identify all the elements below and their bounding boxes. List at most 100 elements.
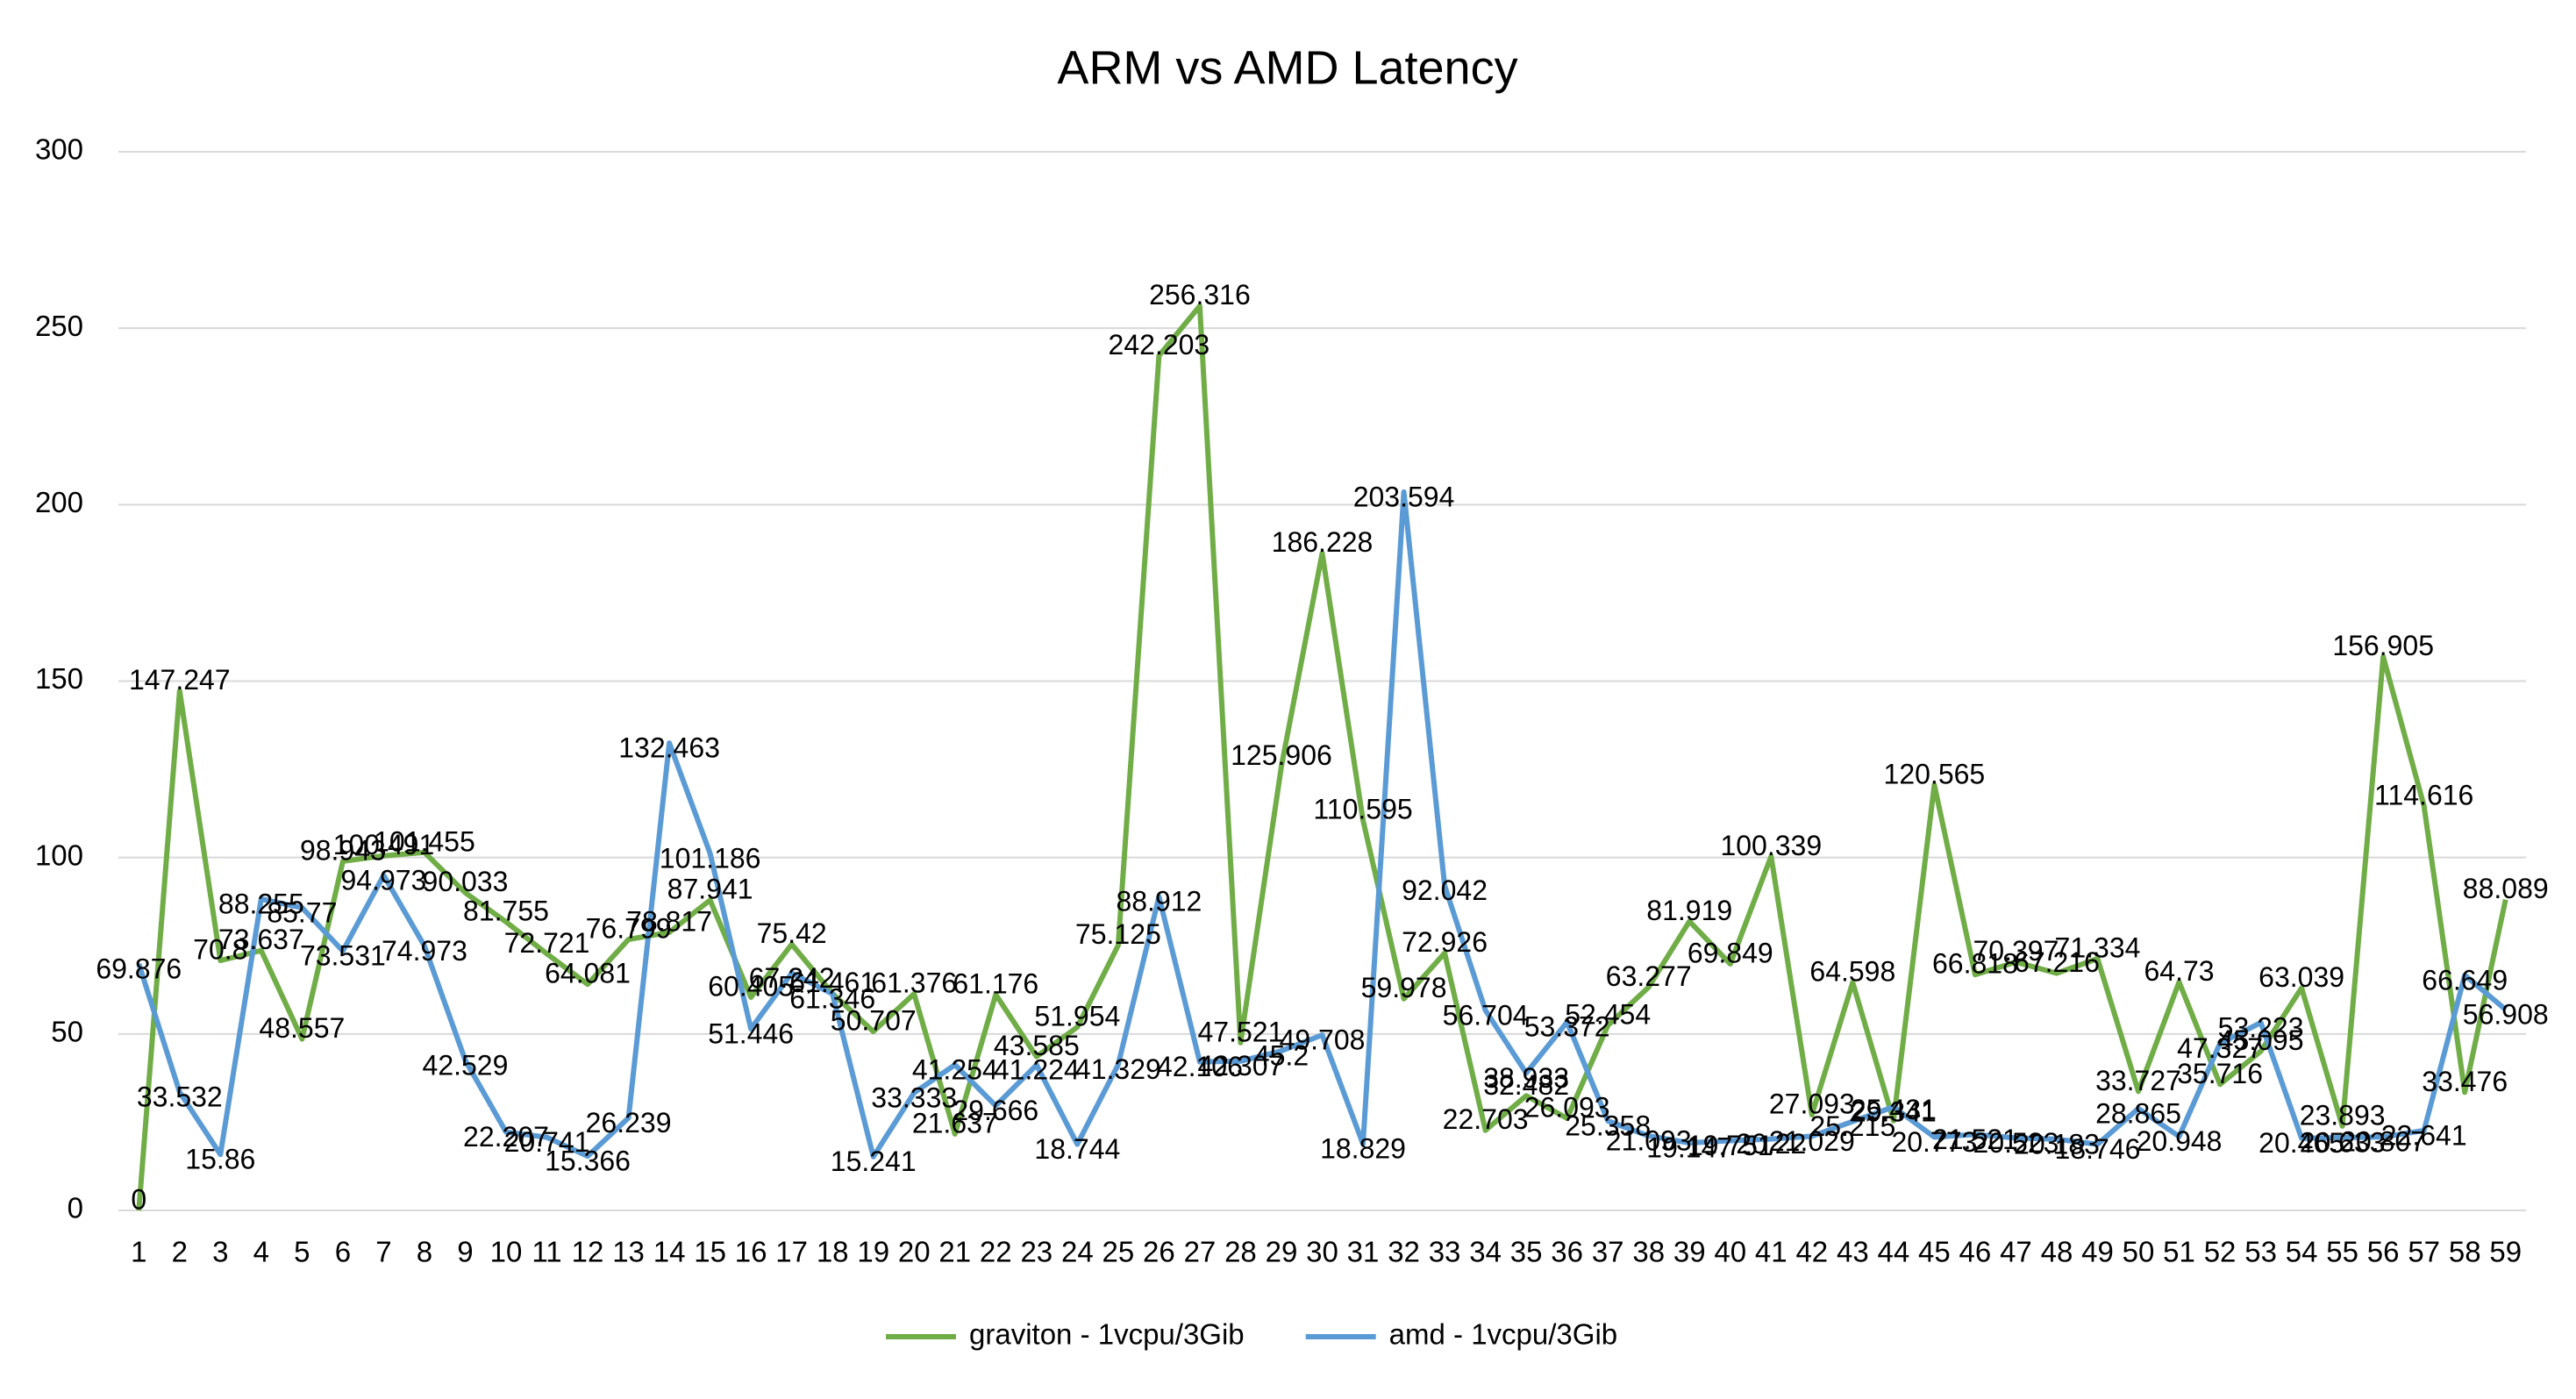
y-tick-label: 300 (35, 133, 83, 166)
data-label: 87.941 (667, 874, 753, 905)
x-tick-label: 41 (1755, 1236, 1788, 1268)
x-tick-label: 48 (2041, 1236, 2073, 1268)
x-tick-label: 34 (1469, 1236, 1502, 1268)
data-label: 50.707 (831, 1004, 917, 1036)
x-tick-label: 18 (817, 1236, 849, 1268)
x-tick-label: 22 (980, 1236, 1012, 1268)
x-tick-label: 26 (1143, 1236, 1175, 1268)
x-tick-label: 8 (417, 1236, 432, 1268)
data-label: 20.807 (2340, 1126, 2426, 1158)
x-tick-label: 36 (1551, 1236, 1583, 1268)
data-label: 51.446 (708, 1017, 794, 1049)
data-label: 59.978 (1361, 972, 1447, 1003)
data-label: 64.081 (545, 958, 631, 989)
x-tick-label: 4 (253, 1236, 269, 1268)
data-label: 38.933 (1483, 1062, 1569, 1094)
data-label: 186.228 (1272, 526, 1374, 558)
data-label: 114.616 (2374, 779, 2473, 810)
data-label: 56.908 (2463, 998, 2549, 1030)
data-label: 45.2 (1254, 1040, 1309, 1072)
x-tick-label: 20 (898, 1236, 931, 1268)
x-tick-label: 56 (2367, 1236, 2400, 1268)
x-tick-label: 51 (2163, 1236, 2195, 1268)
x-tick-label: 50 (2123, 1236, 2155, 1268)
y-tick-label: 0 (68, 1192, 83, 1224)
x-tick-label: 52 (2204, 1236, 2237, 1268)
x-tick-label: 31 (1347, 1236, 1380, 1268)
data-label: 81.755 (463, 896, 549, 927)
x-tick-label: 25 (1102, 1236, 1135, 1268)
data-label: 101.455 (374, 825, 475, 857)
data-label: 64.598 (1809, 956, 1895, 988)
data-label: 76.799 (586, 912, 672, 944)
data-label: 20.741 (504, 1126, 590, 1158)
x-tick-label: 24 (1061, 1236, 1094, 1268)
data-label: 78.817 (626, 905, 712, 937)
data-label: 15.366 (545, 1146, 631, 1177)
data-label: 33.333 (871, 1081, 957, 1113)
data-label: 15.241 (831, 1146, 917, 1177)
x-tick-label: 6 (335, 1236, 351, 1268)
data-label: 22.641 (2381, 1119, 2467, 1151)
x-tick-label: 44 (1877, 1236, 1909, 1268)
data-label: 42.106 (1157, 1051, 1243, 1082)
data-label: 20.633 (2300, 1126, 2386, 1158)
x-tick-label: 33 (1429, 1236, 1461, 1268)
x-tick-label: 27 (1184, 1236, 1217, 1268)
data-label: 61.346 (789, 983, 875, 1015)
data-label: 41.254 (912, 1053, 998, 1085)
data-label: 125.906 (1231, 739, 1332, 771)
data-label: 22.207 (463, 1121, 549, 1153)
data-label: 75.42 (757, 917, 827, 949)
data-label: 90.033 (423, 866, 509, 897)
data-label: 73.531 (300, 940, 386, 972)
data-label: 18.829 (1320, 1133, 1406, 1165)
x-tick-label: 54 (2286, 1236, 2318, 1268)
x-tick-label: 16 (735, 1236, 767, 1268)
data-label: 88.912 (1116, 886, 1202, 917)
x-tick-label: 14 (653, 1236, 686, 1268)
data-label: 100.339 (1720, 830, 1822, 861)
data-label: 72.721 (504, 927, 590, 959)
x-tick-label: 55 (2326, 1236, 2358, 1268)
data-label: 94.973 (340, 864, 426, 896)
data-label: 25.431 (1851, 1094, 1937, 1125)
data-label: 67.216 (2014, 946, 2100, 978)
data-label: 64.73 (2144, 955, 2214, 987)
x-tick-label: 39 (1673, 1236, 1706, 1268)
data-label: 242.203 (1109, 329, 1210, 360)
data-label: 32.482 (1483, 1069, 1569, 1101)
data-label: 41.224 (994, 1054, 1080, 1086)
x-tick-label: 2 (172, 1236, 188, 1268)
data-label: 29.666 (953, 1095, 1038, 1126)
x-tick-label: 29 (1266, 1236, 1298, 1268)
data-label: 101.186 (660, 842, 761, 874)
data-label: 147.247 (129, 664, 231, 696)
x-tick-label: 21 (938, 1236, 971, 1268)
x-tick-label: 45 (1918, 1236, 1951, 1268)
series-line (136, 303, 2508, 1211)
x-tick-label: 19 (857, 1236, 889, 1268)
data-label: 66.818 (1932, 948, 2018, 980)
legend-label: graviton - 1vcpu/3Gib (969, 1318, 1245, 1351)
data-label: 42.529 (423, 1049, 509, 1081)
x-tick-label: 7 (375, 1236, 391, 1268)
data-label: 61.176 (953, 967, 1038, 999)
data-label: 41.329 (1075, 1053, 1161, 1085)
data-label: 23.893 (2300, 1099, 2386, 1131)
data-label: 75.125 (1075, 918, 1161, 950)
x-tick-label: 38 (1632, 1236, 1665, 1268)
x-tick-label: 23 (1020, 1236, 1053, 1268)
data-label: 69.876 (96, 953, 182, 984)
data-label: 35.716 (2177, 1058, 2263, 1089)
data-label: 21.521 (1932, 1124, 2018, 1155)
x-tick-label: 30 (1306, 1236, 1338, 1268)
data-label: 203.594 (1353, 481, 1455, 512)
data-label: 92.042 (1402, 874, 1488, 906)
data-label: 20.948 (2137, 1125, 2223, 1157)
data-label: 22.703 (1443, 1103, 1529, 1135)
data-label: 26.239 (586, 1107, 672, 1138)
data-label: 61.461 (789, 967, 875, 998)
data-label: 70.397 (1973, 935, 2059, 967)
y-tick-label: 100 (35, 839, 83, 871)
